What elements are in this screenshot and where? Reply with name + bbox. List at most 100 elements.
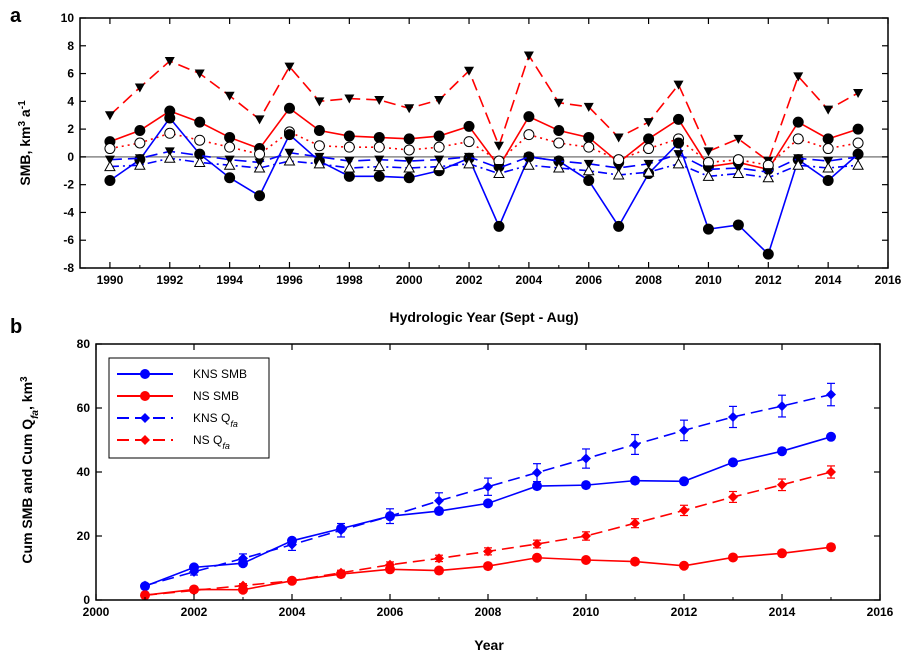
panel-a-data-point [464, 66, 475, 76]
panel-a-data-point [163, 152, 176, 163]
panel-a-data-point [673, 80, 684, 90]
panel-a-series-line [109, 53, 859, 163]
panel-a-data-point [343, 170, 355, 182]
panel-a-x-tick-label: 1992 [156, 273, 183, 287]
panel-a-data-point [374, 155, 385, 165]
panel-b-x-tick-label: 2006 [377, 605, 404, 619]
panel-b-data-point [581, 531, 591, 541]
panel-a-y-tick-label: 8 [67, 39, 74, 53]
legend-entry: NS SMB [117, 389, 239, 403]
panel-b-data-point [630, 556, 640, 567]
panel-b-data-point [483, 561, 493, 572]
panel-b-data-point [434, 553, 444, 564]
panel-a-y-tick-label: -6 [63, 233, 74, 247]
panel-b-data-point [532, 552, 542, 563]
panel-a-y-tick-label: -2 [63, 178, 74, 192]
panel-b-series-3 [140, 465, 836, 601]
legend: KNS SMB NS SMB KNS Qfa NS Qfa [108, 357, 270, 459]
panel-a-data-point [343, 130, 355, 142]
panel-b-y-axis-title: Cum SMB and Cum Qfa, km3 [19, 376, 41, 564]
panel-a-series-4 [104, 147, 864, 178]
panel-b-y-tick-label: 80 [77, 337, 91, 351]
panel-b-x-tick-label: 2012 [671, 605, 698, 619]
panel-b-data-point [826, 467, 836, 477]
panel-a-data-point [822, 133, 834, 145]
panel-a-data-point [164, 112, 176, 124]
panel-b-data-point [826, 431, 836, 442]
panel-a-y-axis-title: SMB, km3 a-1 [17, 100, 34, 186]
panel-a-data-point [373, 131, 385, 143]
panel-a-data-point [313, 125, 325, 136]
panel-a-data-point [463, 136, 475, 148]
panel-a-data-point [403, 144, 415, 156]
panel-b-data-point [777, 401, 787, 412]
panel-b-data-point [777, 548, 787, 559]
panel-a-x-tick-label: 2002 [456, 273, 483, 287]
panel-a-data-point [762, 171, 775, 183]
panel-a-data-point [134, 83, 145, 93]
panel-a-data-point [433, 141, 445, 153]
panel-a-data-point [553, 137, 565, 149]
panel-a-data-point [403, 133, 415, 145]
panel-a-data-point [224, 91, 235, 101]
panel-a-data-point [613, 154, 625, 166]
panel-a-data-point [582, 164, 595, 176]
panel-b-letter: b [10, 316, 22, 338]
legend-entry: KNS Qfa [117, 411, 238, 429]
panel-a-data-point [224, 131, 236, 143]
panel-b-data-point [679, 505, 689, 516]
panel-a-plot-frame [79, 17, 889, 269]
panel-a-data-point [852, 137, 864, 149]
legend-label: KNS SMB [193, 367, 247, 381]
panel-a-data-point [463, 120, 475, 132]
panel-b-x-tick-label: 2008 [475, 605, 502, 619]
panel-a-data-point [224, 141, 236, 153]
panel-a-data-point [853, 89, 864, 98]
panel-a-data-point [434, 155, 445, 165]
panel-b-data-point [140, 590, 150, 601]
panel-b-y-tick-label: 40 [77, 465, 91, 479]
panel-a-data-point [552, 161, 565, 173]
panel-a-data-point [104, 155, 115, 165]
panel-a-data-point [104, 111, 115, 121]
panel-a-data-point [164, 57, 175, 67]
panel-a-data-point [732, 167, 745, 179]
panel-a-data-point [344, 94, 355, 104]
panel-a-data-point [493, 220, 505, 232]
panel-a-x-tick-label: 2010 [695, 273, 722, 287]
panel-a-data-point [313, 157, 326, 169]
panel-a-data-point [314, 152, 325, 162]
legend-label: NS Qfa [193, 433, 230, 451]
legend-marker [140, 435, 150, 445]
panel-a-data-point [642, 166, 655, 177]
panel-a-data-point [822, 175, 834, 186]
panel-b-data-point [385, 511, 395, 522]
panel-a-data-point [792, 116, 804, 128]
panel-a-x-tick-label: 2014 [815, 273, 842, 287]
panel-b: b 2000 2002 2004 2006 2008 2010 2012 2014 2016 0 2… [10, 316, 894, 653]
panel-a-data-point [493, 167, 505, 179]
panel-b-data-point [777, 479, 787, 490]
panel-a-data-point [104, 143, 116, 155]
panel-a-data-point [823, 105, 834, 115]
panel-a-data-point [254, 115, 265, 125]
panel-a-data-point [643, 118, 654, 128]
legend-marker [140, 413, 150, 423]
panel-a-x-tick-label: 2012 [755, 273, 782, 287]
panel-a-data-point [612, 168, 625, 180]
panel-a-data-point [523, 152, 534, 162]
panel-b-x-tick-label: 2004 [279, 605, 306, 619]
panel-b-data-point [826, 389, 836, 400]
panel-a-data-point [852, 123, 864, 135]
panel-a-data-point [553, 157, 564, 167]
panel-a-data-point [253, 161, 266, 173]
panel-a-data-point [404, 104, 415, 114]
panel-a-data-point [853, 152, 864, 162]
panel-a-data-point [404, 157, 415, 167]
panel-b-data-point [434, 565, 444, 576]
panel-b-data-point [483, 498, 493, 509]
panel-a-data-point [194, 151, 205, 161]
panel-a-data-point [193, 156, 206, 167]
panel-a-x-tick-label: 2006 [575, 273, 602, 287]
panel-a-data-point [493, 141, 504, 151]
